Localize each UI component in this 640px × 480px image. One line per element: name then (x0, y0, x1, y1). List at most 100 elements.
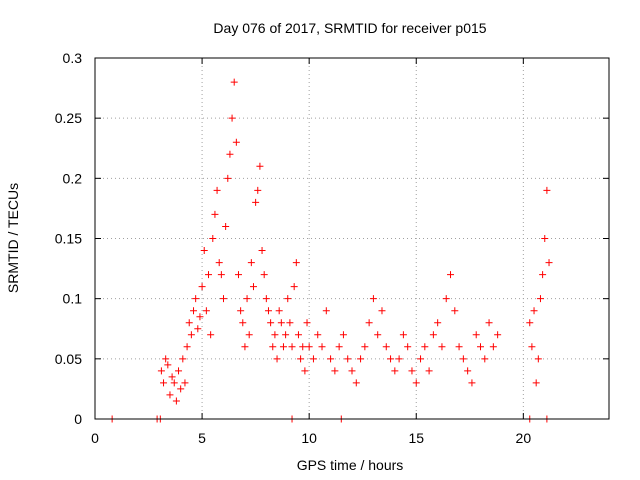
y-tick-label: 0.1 (63, 291, 83, 307)
data-point (160, 379, 168, 387)
data-point (162, 355, 170, 363)
data-point (254, 186, 262, 194)
data-point (299, 343, 307, 351)
data-point (434, 319, 442, 327)
data-point (399, 331, 407, 339)
data-points (108, 78, 553, 423)
x-tick-label: 10 (301, 430, 317, 446)
data-point (477, 343, 484, 351)
data-point (290, 283, 298, 291)
data-point (361, 343, 369, 351)
data-point (447, 271, 455, 279)
data-point (205, 271, 213, 279)
data-point (232, 138, 240, 146)
data-point (408, 367, 416, 375)
data-point (536, 295, 544, 303)
data-point (472, 331, 480, 339)
grid-lines (95, 58, 609, 419)
data-point (541, 235, 549, 242)
data-point (273, 355, 281, 363)
data-point (249, 283, 257, 291)
data-point (301, 367, 309, 375)
data-point (172, 397, 180, 405)
data-point (451, 307, 459, 315)
data-point (412, 379, 420, 387)
data-point (438, 343, 446, 351)
data-point (297, 355, 305, 363)
data-point (252, 198, 260, 206)
data-point (183, 343, 191, 351)
tick-labels: 0 5 10 15 20 0 0.05 0.1 0.15 0.2 0.25 0.3 (55, 50, 532, 446)
y-tick-label: 0 (74, 411, 82, 427)
data-point (318, 343, 326, 351)
data-point (294, 331, 302, 339)
data-point (314, 331, 322, 339)
data-point (190, 307, 198, 315)
data-point (459, 355, 467, 363)
data-point (269, 343, 277, 351)
data-point (378, 307, 386, 315)
data-point (530, 307, 538, 315)
y-tick-label: 0.3 (63, 50, 83, 66)
data-point (417, 355, 425, 363)
data-point (215, 259, 223, 267)
data-point (369, 295, 377, 303)
data-point (202, 307, 210, 315)
data-point (243, 295, 251, 303)
data-point (545, 259, 553, 267)
data-point (352, 379, 360, 387)
data-point (181, 379, 189, 387)
data-point (442, 295, 450, 303)
data-point (481, 355, 489, 363)
data-point (282, 331, 290, 339)
data-point (213, 186, 221, 194)
data-point (234, 271, 242, 279)
data-point (164, 361, 172, 369)
data-point (198, 283, 206, 291)
data-point (211, 210, 219, 218)
data-point (391, 367, 399, 375)
data-point (247, 259, 255, 267)
chart-title: Day 076 of 2017, SRMTID for receiver p01… (213, 20, 486, 36)
data-point (534, 355, 542, 363)
data-point (305, 343, 313, 351)
data-point (404, 343, 412, 351)
plot-frame (94, 57, 610, 420)
data-point (168, 373, 176, 381)
y-tick-label: 0.05 (55, 351, 82, 367)
data-point (170, 379, 178, 387)
x-tick-label: 0 (91, 430, 99, 446)
data-point (395, 355, 403, 363)
data-point (288, 343, 296, 351)
y-tick-label: 0.15 (55, 231, 82, 247)
data-point (264, 307, 272, 315)
data-point (303, 319, 311, 327)
data-point (258, 247, 266, 255)
data-point (335, 343, 343, 351)
data-point (224, 174, 232, 182)
y-axis-label: SRMTID / TECUs (5, 183, 21, 293)
data-point (365, 319, 373, 327)
data-point (309, 355, 317, 363)
data-point (256, 162, 264, 170)
data-point (374, 331, 382, 339)
data-point (382, 343, 390, 351)
data-point (464, 367, 472, 375)
data-point (194, 325, 202, 333)
data-point (239, 319, 247, 327)
x-tick-label: 20 (516, 430, 532, 446)
data-point (166, 391, 174, 399)
data-point (230, 78, 238, 86)
data-point (429, 331, 437, 339)
data-point (241, 343, 249, 351)
data-point (528, 343, 536, 351)
data-point (217, 271, 225, 279)
x-tick-label: 15 (408, 430, 424, 446)
data-point (222, 222, 230, 230)
data-point (237, 307, 245, 315)
data-point (209, 235, 217, 242)
data-point (387, 355, 395, 363)
data-point (245, 331, 253, 339)
data-point (284, 295, 292, 303)
